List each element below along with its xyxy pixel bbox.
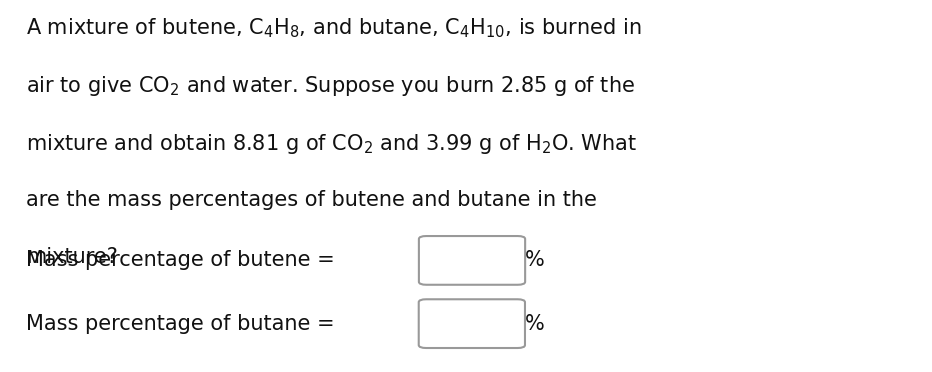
FancyBboxPatch shape — [418, 236, 525, 285]
Text: air to give $\mathregular{CO_2}$ and water. Suppose you burn 2.85 g of the: air to give $\mathregular{CO_2}$ and wat… — [26, 74, 636, 99]
Text: %: % — [525, 314, 544, 334]
Text: Mass percentage of butane =: Mass percentage of butane = — [26, 314, 335, 334]
Text: %: % — [525, 250, 545, 270]
FancyBboxPatch shape — [418, 299, 525, 348]
Text: A mixture of butene, $\mathregular{C_4H_8}$, and butane, $\mathregular{C_4H_{10}: A mixture of butene, $\mathregular{C_4H_… — [26, 17, 641, 40]
Text: Mass percentage of butene =: Mass percentage of butene = — [26, 250, 335, 270]
Text: mixture?: mixture? — [26, 247, 118, 267]
Text: are the mass percentages of butene and butane in the: are the mass percentages of butene and b… — [26, 190, 597, 210]
Text: mixture and obtain 8.81 g of $\mathregular{CO_2}$ and 3.99 g of $\mathregular{H_: mixture and obtain 8.81 g of $\mathregul… — [26, 132, 637, 156]
